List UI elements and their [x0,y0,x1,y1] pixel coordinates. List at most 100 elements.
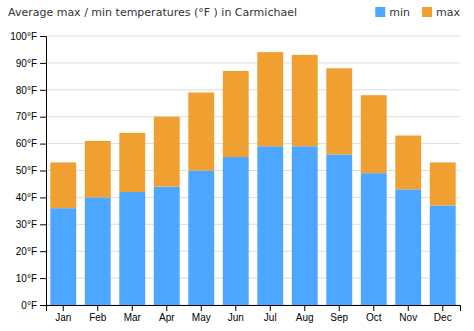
tick-mark [40,224,46,225]
tick-mark [40,36,46,37]
bar [292,146,318,305]
bar [361,95,387,173]
tick: May [192,305,211,323]
grid-line [46,116,460,117]
tick: 100°F [10,31,46,42]
title: Average max / min temperatures (°F ) in … [8,6,297,19]
bar [223,157,249,305]
bar [430,162,456,205]
tick-mark [235,305,236,311]
bar [154,187,180,305]
tick-mark [63,305,64,311]
tick-label: 90°F [16,58,37,69]
tick: Aug [296,305,314,323]
tick-mark [40,251,46,252]
legend-label: max [436,6,460,19]
bar [188,92,214,170]
tick-label: Apr [159,312,175,323]
bar [257,52,283,146]
axis-line [47,306,461,312]
bar [292,55,318,146]
grid-line [46,89,460,90]
tick-label: Sep [330,312,348,323]
tick: Mar [124,305,142,323]
bars [50,52,455,305]
tick-label: 70°F [16,111,37,122]
legend-item: max [422,6,460,19]
tick-mark [166,305,167,311]
tick: Feb [89,305,107,323]
tick: 80°F [16,85,46,96]
bar [326,68,352,154]
legend-swatch [422,7,432,17]
tick-label: Aug [296,312,314,323]
chart: 0°F10°F20°F30°F40°F50°F60°F70°F80°F90°F1… [0,0,474,331]
tick-label: 20°F [16,246,37,257]
y-axis: 0°F10°F20°F30°F40°F50°F60°F70°F80°F90°F1… [10,31,46,311]
tick-mark [442,305,443,311]
tick: 60°F [16,138,46,149]
bar [188,171,214,306]
tick: Nov [399,305,417,323]
x-axis: Jan Feb Mar Apr May Jun Jul Aug Sep Oct Nov Dec [47,305,461,323]
tick-mark [40,197,46,198]
tick: Sep [330,305,348,323]
tick: 30°F [16,219,46,230]
tick-label: 100°F [10,31,37,42]
tick-mark [304,305,305,311]
tick-mark [40,171,46,172]
tick-mark [132,305,133,311]
tick-label: 60°F [16,138,37,149]
legend-swatch [375,7,385,17]
bar [85,197,111,305]
tick-label: Nov [399,312,417,323]
legend: min max [375,6,460,19]
tick-mark [373,305,374,311]
legend-label: min [389,6,410,19]
grid [46,36,460,305]
tick-mark [40,117,46,118]
bar [119,192,145,305]
bar [154,117,180,187]
tick-mark [270,305,271,311]
tick-label: Jan [55,312,71,323]
tick: 70°F [16,111,46,122]
tick: 10°F [16,273,46,284]
tick-label: Oct [366,312,382,323]
tick-mark [339,305,340,311]
tick-mark [40,90,46,91]
series [50,146,455,305]
tick-label: May [192,312,211,323]
tick: Dec [434,305,452,323]
tick-label: 30°F [16,219,37,230]
tick-label: 80°F [16,85,37,96]
bar [85,141,111,197]
tick: Jan [55,305,71,323]
grid-line [46,36,460,37]
bar [395,136,421,190]
legend-item: min [375,6,410,19]
bar [257,146,283,305]
tick-mark [408,305,409,311]
plot: 0°F10°F20°F30°F40°F50°F60°F70°F80°F90°F1… [10,31,460,323]
tick-mark [40,278,46,279]
tick-mark [201,305,202,311]
tick-label: 40°F [16,192,37,203]
tick: 0°F [21,300,46,311]
bar [50,162,76,208]
tick: 20°F [16,246,46,257]
series [50,52,455,208]
tick-mark [40,63,46,64]
tick: 90°F [16,58,46,69]
tick: Jul [264,305,277,323]
tick-label: Jun [228,312,244,323]
grid-line [46,62,460,63]
tick-label: 10°F [16,273,37,284]
bar [119,133,145,192]
bar [326,154,352,305]
axis-line [40,37,47,306]
tick-label: 0°F [21,300,37,311]
tick-mark [97,305,98,311]
bar [50,208,76,305]
tick-mark [40,305,46,306]
